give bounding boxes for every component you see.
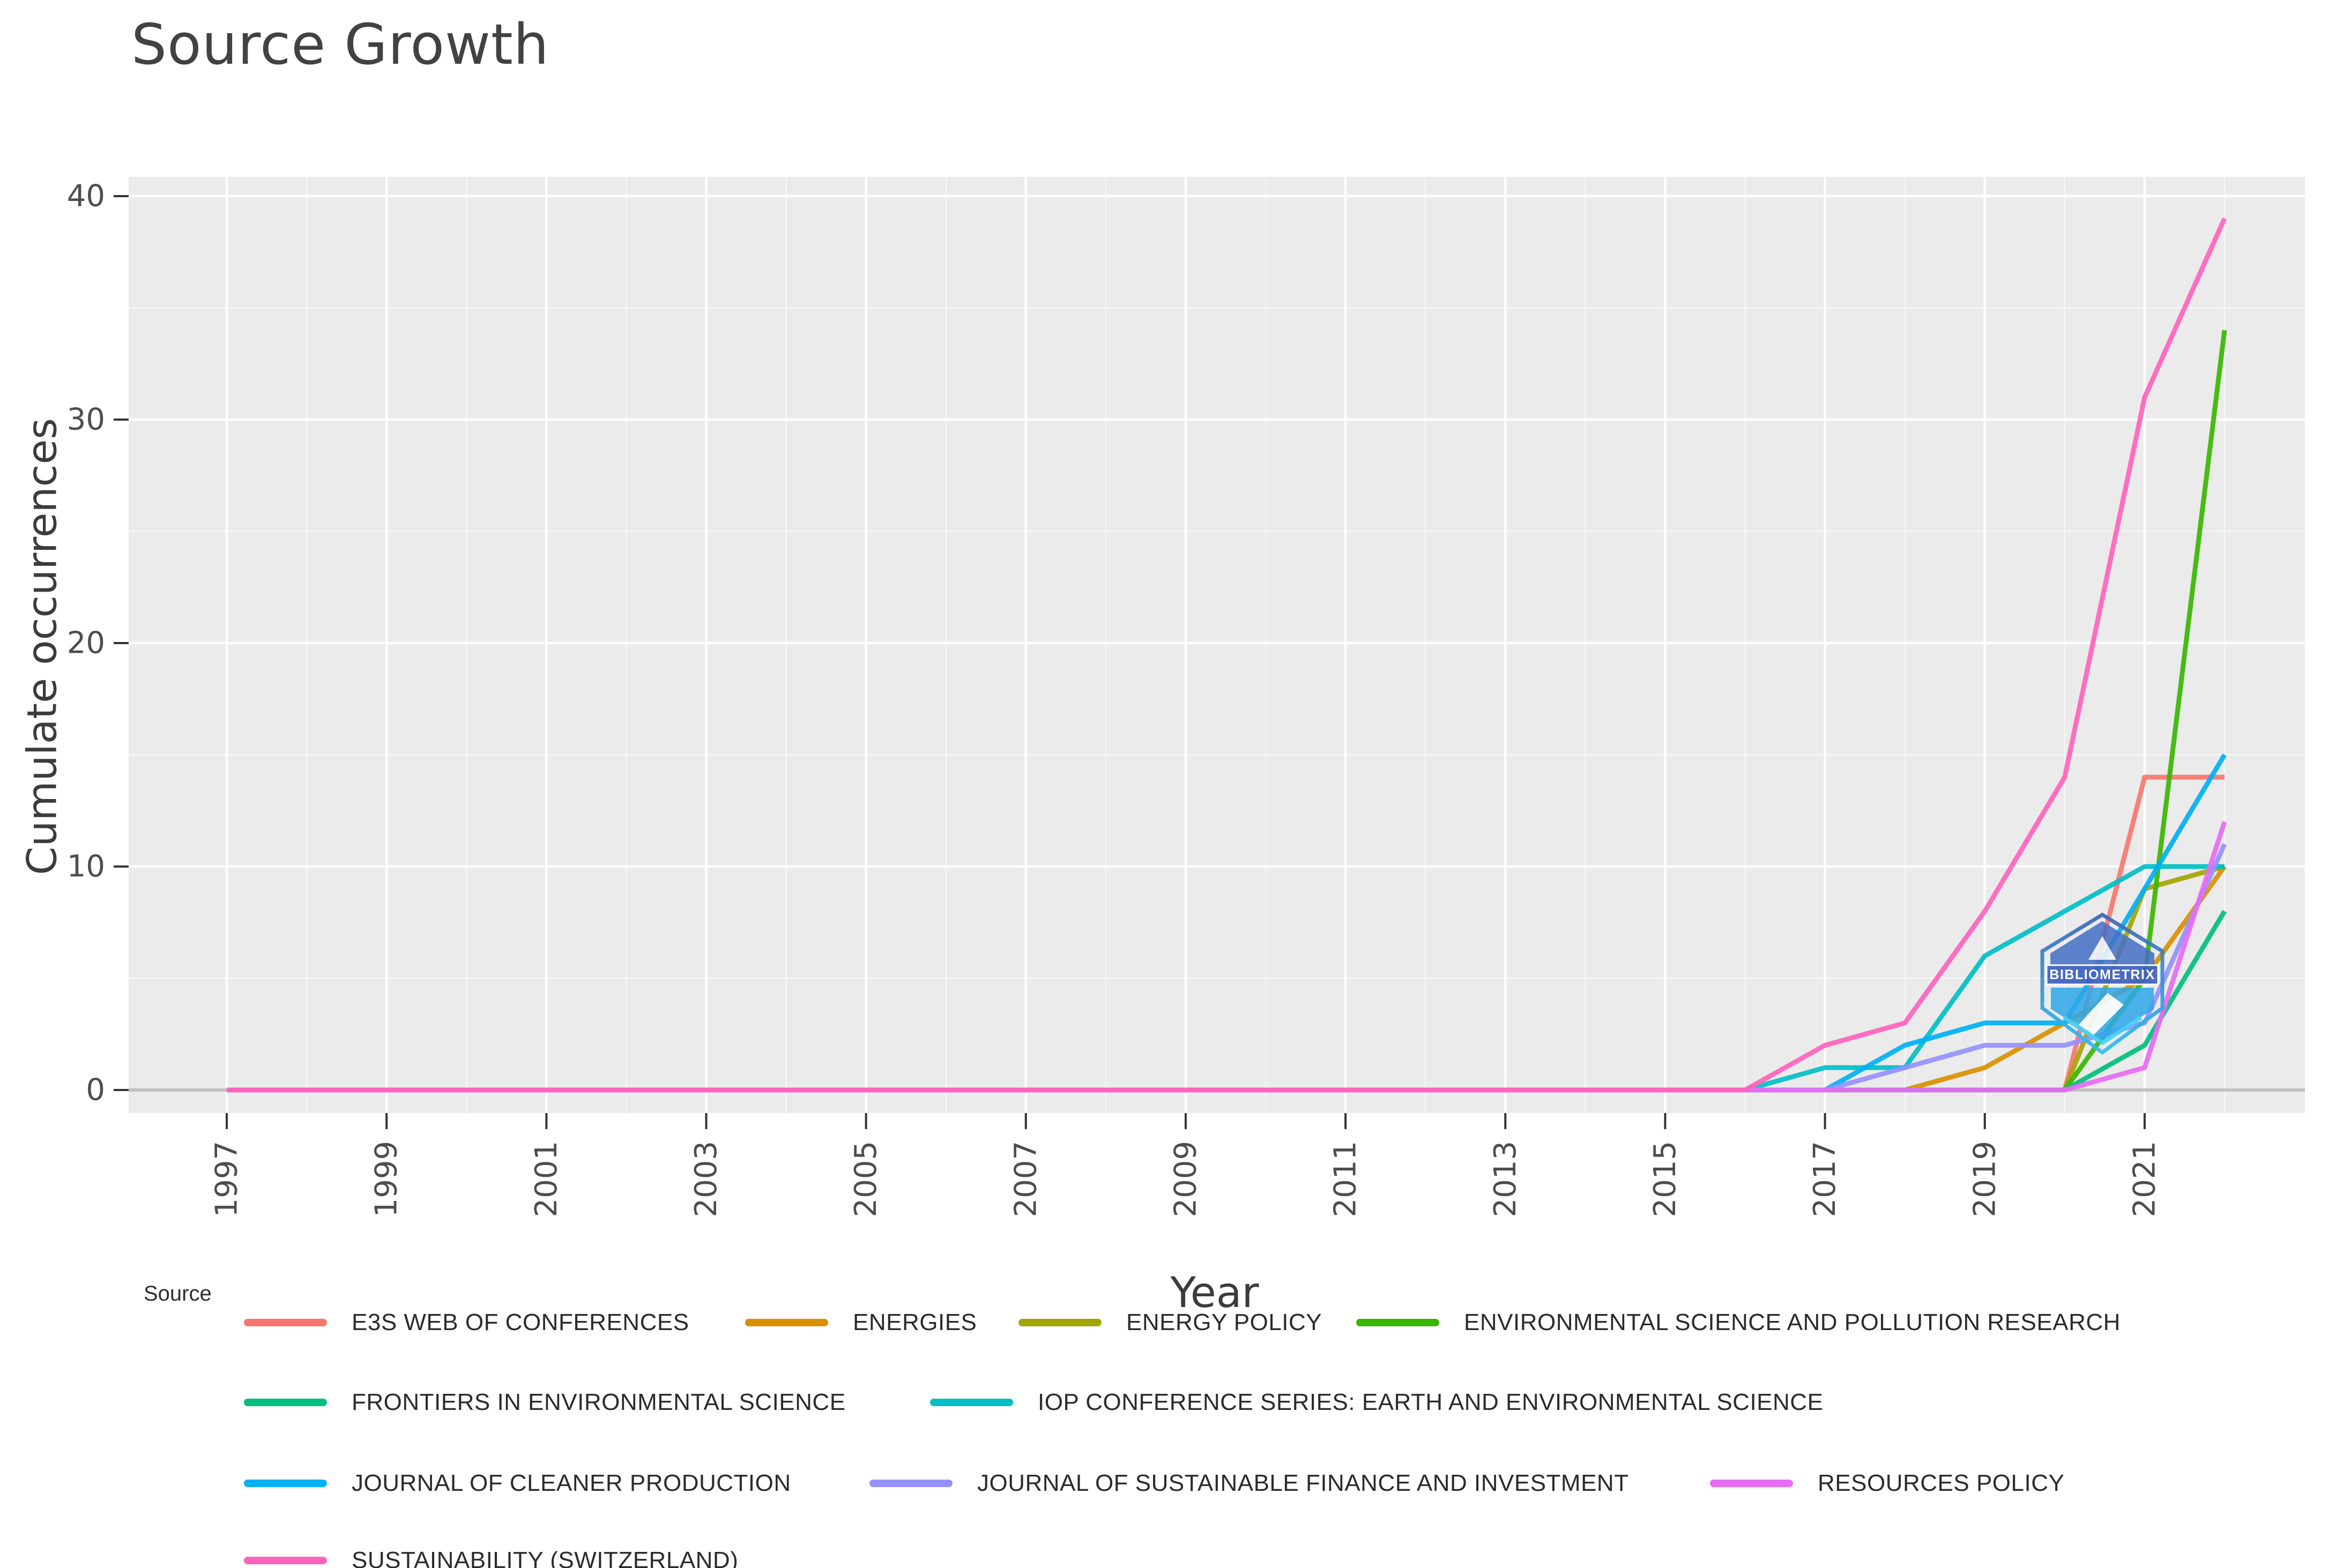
y-tick-label: 0 (86, 1073, 105, 1108)
legend-swatch-icon (930, 1399, 1013, 1406)
legend-label: ENVIRONMENTAL SCIENCE AND POLLUTION RESE… (1464, 1309, 2121, 1335)
y-tick-label: 10 (67, 849, 105, 884)
x-tick-label: 2019 (1967, 1141, 2002, 1218)
legend-swatch-icon (244, 1480, 327, 1487)
legend-row: SUSTAINABILITY (SWITZERLAND) (0, 1543, 2343, 1568)
legend-label: FRONTIERS IN ENVIRONMENTAL SCIENCE (352, 1389, 846, 1415)
legend-item: ENERGIES (745, 1305, 977, 1340)
legend-item: RESOURCES POLICY (1710, 1466, 2064, 1500)
x-tick-label: 2011 (1328, 1141, 1363, 1218)
legend-swatch-icon (244, 1557, 327, 1564)
y-axis-title: Cumulate occurrences (18, 418, 66, 875)
legend-row: FRONTIERS IN ENVIRONMENTAL SCIENCE IOP CO… (0, 1385, 2343, 1420)
legend-label: JOURNAL OF CLEANER PRODUCTION (352, 1470, 791, 1496)
legend-label: ENERGY POLICY (1126, 1309, 1322, 1335)
legend-title: Source (144, 1282, 212, 1305)
legend-item: ENERGY POLICY (1018, 1305, 1322, 1340)
logo-chevron (2062, 1016, 2143, 1046)
logo-roof-arrow (2088, 936, 2116, 960)
logo-hexagon-outline (2040, 913, 2165, 1055)
page-title: Source Growth (131, 12, 549, 77)
x-axis-title: Year (1170, 1269, 1259, 1317)
legend-label: JOURNAL OF SUSTAINABLE FINANCE AND INVES… (977, 1470, 1629, 1496)
x-tick-label: 2001 (529, 1141, 564, 1218)
x-tick-label: 2017 (1808, 1141, 1842, 1218)
series-line-sustainability-switzerland- (227, 217, 2227, 1093)
legend-label: ENERGIES (853, 1309, 977, 1335)
x-tick-label: 2015 (1648, 1141, 1683, 1218)
legend-item: JOURNAL OF SUSTAINABLE FINANCE AND INVES… (869, 1466, 1629, 1500)
x-tick-label: 1997 (210, 1141, 244, 1218)
legend-swatch-icon (244, 1319, 327, 1326)
x-tick-label: 2009 (1168, 1141, 1203, 1218)
series-line-journal-of-sustainable-finance-and-investment (227, 843, 2227, 1093)
legend-item: ENVIRONMENTAL SCIENCE AND POLLUTION RESE… (1356, 1305, 2121, 1340)
legend-item: E3S WEB OF CONFERENCES (244, 1305, 689, 1340)
legend-item: JOURNAL OF CLEANER PRODUCTION (244, 1466, 791, 1500)
x-tick-label: 1999 (369, 1141, 404, 1218)
legend-swatch-icon (869, 1480, 953, 1487)
y-tick-label: 40 (67, 179, 105, 214)
series-line-environmental-science-and-pollution-research (227, 330, 2227, 1093)
legend-swatch-icon (1018, 1319, 1102, 1326)
series-line-resources-policy (227, 821, 2227, 1093)
legend-label: RESOURCES POLICY (1818, 1470, 2065, 1496)
legend-swatch-icon (745, 1319, 828, 1326)
legend-item: SUSTAINABILITY (SWITZERLAND) (244, 1543, 738, 1568)
logo-banner-text: BIBLIOMETRIX (2049, 967, 2155, 982)
logo-page-glyph (2078, 993, 2124, 1036)
y-tick-label: 20 (67, 626, 105, 661)
legend-item: IOP CONFERENCE SERIES: EARTH AND ENVIRON… (930, 1385, 1823, 1420)
x-tick-label: 2003 (689, 1141, 724, 1218)
plot-panel (129, 177, 2305, 1113)
x-tick-label: 2005 (849, 1141, 883, 1218)
x-tick-label: 2021 (2127, 1141, 2162, 1218)
legend-label: SUSTAINABILITY (SWITZERLAND) (352, 1547, 739, 1568)
legend-row: E3S WEB OF CONFERENCES ENERGIES ENERGY POL… (0, 1305, 2343, 1340)
legend-swatch-icon (1710, 1480, 1793, 1487)
y-tick-label: 30 (67, 402, 105, 437)
x-tick-label: 2007 (1008, 1141, 1043, 1218)
legend-swatch-icon (244, 1399, 327, 1406)
series-line-journal-of-cleaner-production (227, 753, 2227, 1093)
legend-swatch-icon (1356, 1319, 1439, 1326)
logo-banner (2046, 964, 2159, 985)
bibliometrix-logo-watermark: BIBLIOMETRIX (2040, 913, 2165, 1055)
legend-item: FRONTIERS IN ENVIRONMENTAL SCIENCE (244, 1385, 846, 1420)
legend-label: E3S WEB OF CONFERENCES (352, 1309, 689, 1335)
x-tick-label: 2013 (1488, 1141, 1523, 1218)
legend-label: IOP CONFERENCE SERIES: EARTH AND ENVIRON… (1038, 1389, 1824, 1415)
legend-row: JOURNAL OF CLEANER PRODUCTION JOURNAL OF … (0, 1466, 2343, 1500)
